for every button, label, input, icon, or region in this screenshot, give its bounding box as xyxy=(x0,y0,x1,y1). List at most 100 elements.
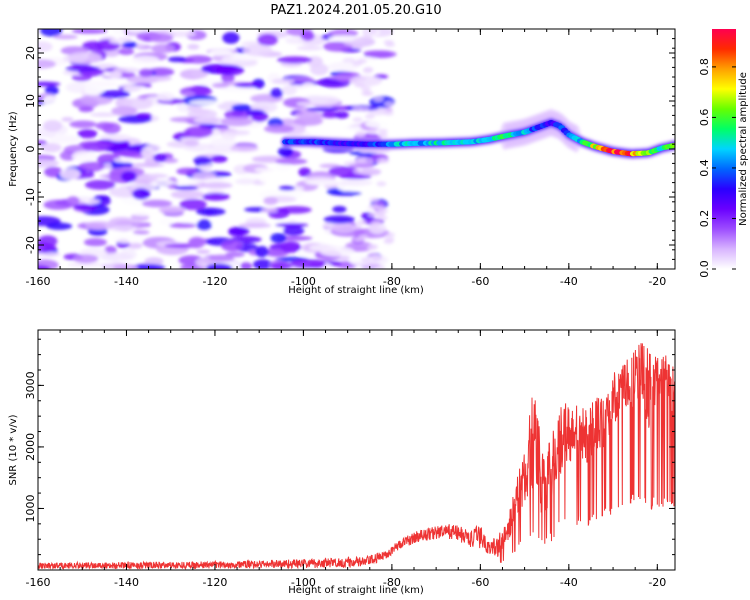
heatmap-cell xyxy=(377,133,388,139)
heatmap-cell xyxy=(363,91,374,97)
heatmap-cell xyxy=(211,82,230,88)
heatmap-cell xyxy=(210,155,228,163)
heatmap-cell xyxy=(322,111,339,119)
heatmap-cell xyxy=(369,197,380,203)
heatmap-cell xyxy=(113,150,140,157)
heatmap-cell xyxy=(255,246,269,258)
heatmap-cell xyxy=(280,241,301,253)
heatmap-cell xyxy=(354,82,365,88)
heatmap-cell xyxy=(145,144,161,152)
heatmap-cell xyxy=(234,82,263,88)
colorbar: 0.0 0.2 0.4 0.6 0.8 Normalized spectral ampl… xyxy=(698,29,749,278)
heatmap-cell xyxy=(40,29,63,37)
heatmap-cell xyxy=(199,182,233,189)
heatmap-cell xyxy=(153,153,167,163)
x-tick-label: -80 xyxy=(383,275,401,288)
spectrogram-y-axis-label: Frequency (Hz) xyxy=(8,111,19,187)
heatmap-cell xyxy=(73,254,99,264)
heatmap-cell xyxy=(67,51,102,64)
heatmap-cell xyxy=(59,168,81,180)
heatmap-cell xyxy=(352,117,363,123)
heatmap-cell xyxy=(245,109,265,116)
heatmap-cell xyxy=(53,34,78,40)
heatmap-cell xyxy=(305,179,341,186)
heatmap-cell xyxy=(351,224,362,230)
heatmap-cell xyxy=(296,45,324,51)
heatmap-cell xyxy=(131,55,160,65)
heatmap-cell xyxy=(228,226,250,236)
heatmap-cell xyxy=(43,119,63,132)
heatmap-cell xyxy=(360,257,371,263)
heatmap-cell xyxy=(385,232,396,238)
heatmap-cell xyxy=(277,56,313,64)
heatmap-cell xyxy=(240,262,253,269)
heatmap-cell xyxy=(173,185,199,191)
x-tick-label: -20 xyxy=(648,275,666,288)
heatmap-cell xyxy=(84,221,116,230)
heatmap-cell xyxy=(261,208,278,213)
heatmap-cell xyxy=(66,196,80,206)
heatmap-cell xyxy=(359,106,370,112)
heatmap-cell xyxy=(167,56,187,63)
heatmap-cell xyxy=(364,120,391,129)
heatmap-cell xyxy=(127,242,143,249)
heatmap-cell xyxy=(38,41,53,52)
heatmap-cell xyxy=(235,178,256,185)
figure-title: PAZ1.2024.201.05.20.G10 xyxy=(270,3,441,18)
heatmap-blob-group xyxy=(38,29,675,269)
heatmap-cell xyxy=(368,223,379,229)
heatmap-cell xyxy=(221,72,235,84)
heatmap-cell xyxy=(356,220,367,226)
heatmap-cell xyxy=(355,37,366,43)
heatmap-cell xyxy=(193,156,212,165)
heatmap-cell xyxy=(145,74,172,82)
heatmap-cell xyxy=(349,75,383,87)
colorbar-tick-label: 0.8 xyxy=(698,58,711,76)
heatmap-cell xyxy=(196,207,226,216)
heatmap-cell xyxy=(356,157,367,163)
heatmap-cell xyxy=(78,106,94,113)
heatmap-cell xyxy=(209,138,237,148)
heatmap-cell xyxy=(298,167,312,177)
heatmap-cell xyxy=(319,163,341,169)
heatmap-cell xyxy=(158,218,173,226)
heatmap-cell xyxy=(378,208,389,214)
heatmap-cell xyxy=(102,122,121,134)
heatmap-cell xyxy=(270,88,284,98)
x-tick-label: -160 xyxy=(26,576,51,589)
heatmap-cell xyxy=(354,190,373,198)
colorbar-label: Normalized spectral amplitude xyxy=(738,72,749,226)
heatmap-cell xyxy=(122,41,138,49)
colorbar-tick-label: 0.6 xyxy=(698,109,711,127)
heatmap-cell xyxy=(282,225,305,236)
heatmap-cell xyxy=(225,130,251,136)
heatmap-cell xyxy=(196,219,212,231)
x-tick-label: -100 xyxy=(291,275,316,288)
heatmap-cell xyxy=(233,58,258,67)
x-tick-label: -160 xyxy=(26,275,51,288)
heatmap-cell xyxy=(377,128,388,134)
heatmap-cell xyxy=(220,117,254,127)
x-tick-label: -140 xyxy=(114,275,139,288)
heatmap-cell xyxy=(263,196,279,205)
heatmap-cell xyxy=(132,230,150,235)
heatmap-cell xyxy=(126,29,149,33)
heatmap-cell xyxy=(38,59,56,69)
heatmap-cell xyxy=(78,161,105,172)
heatmap-cell xyxy=(148,178,174,187)
heatmap-cell xyxy=(328,166,359,177)
heatmap-cell xyxy=(77,129,98,139)
heatmap-cell xyxy=(258,171,272,184)
heatmap-cell xyxy=(61,117,74,122)
heatmap-cell xyxy=(329,191,362,196)
heatmap-cell xyxy=(360,86,371,92)
heatmap-cell xyxy=(120,171,137,183)
heatmap-cell xyxy=(309,244,338,252)
x-tick-label: -60 xyxy=(471,576,489,589)
heatmap-cell xyxy=(149,33,174,43)
heatmap-cell xyxy=(83,238,107,247)
x-tick-label: -80 xyxy=(383,576,401,589)
heatmap-cell xyxy=(98,134,131,140)
heatmap-cell xyxy=(241,41,264,46)
heatmap-cell xyxy=(172,181,198,186)
